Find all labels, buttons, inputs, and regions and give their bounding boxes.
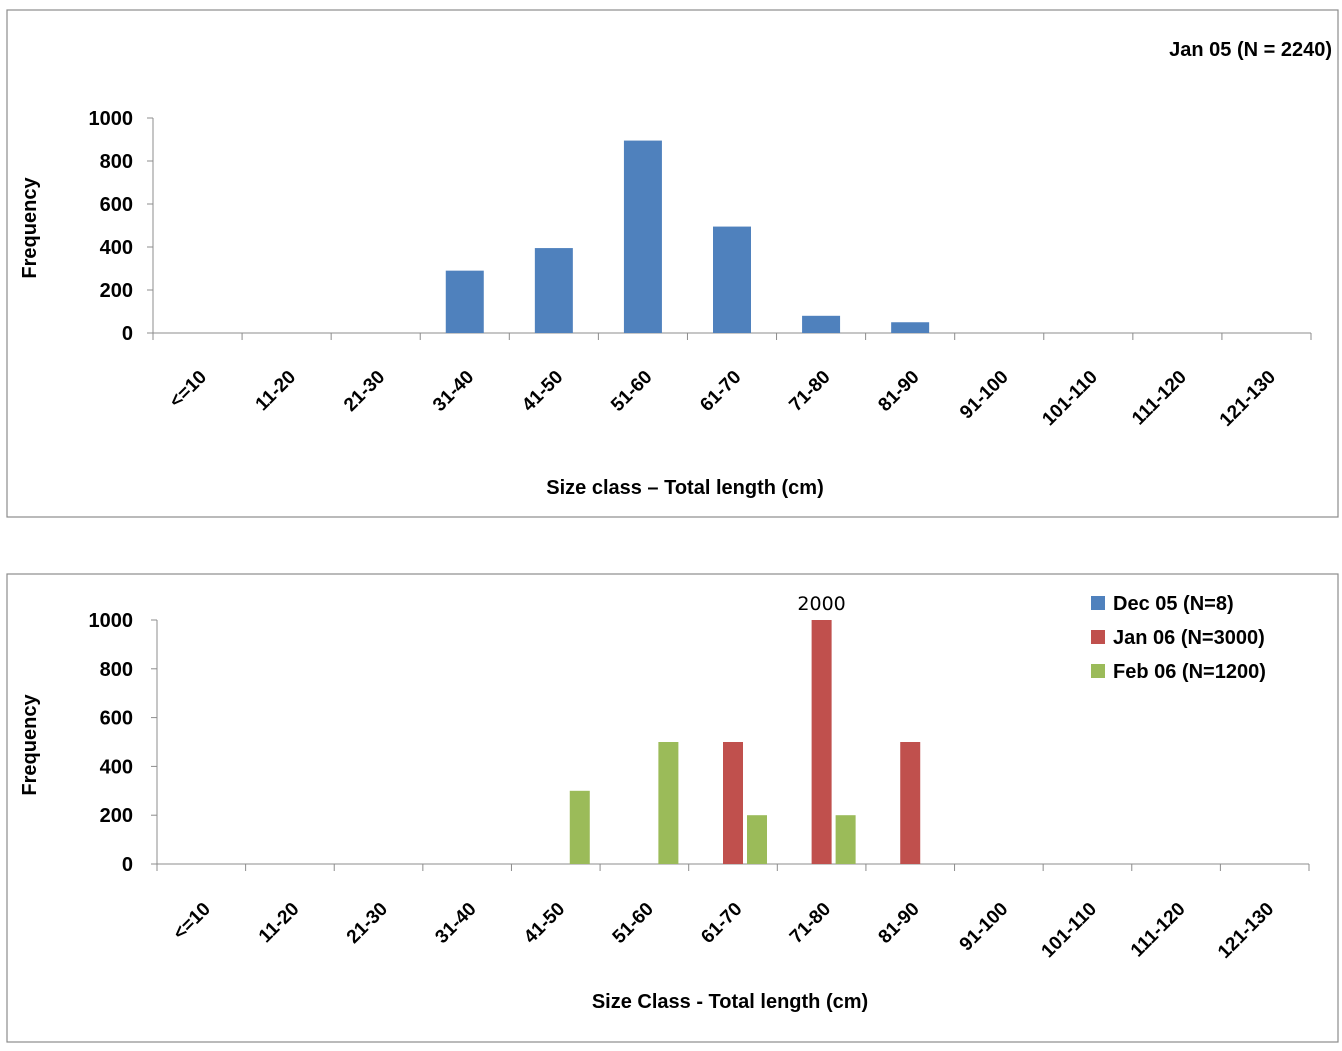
bar-series-31-40 xyxy=(445,270,484,333)
legend: Dec 05 (N=8) Jan 06 (N=3000) Feb 06 (N=120… xyxy=(1091,593,1266,683)
y-axis-label: Frequency xyxy=(19,694,41,796)
y-tick-label: 0 xyxy=(122,854,133,876)
legend-label: Jan 06 (N=3000) xyxy=(1113,627,1265,649)
legend-swatch xyxy=(1091,664,1105,678)
y-tick-label: 200 xyxy=(100,280,133,302)
y-tick-label: 400 xyxy=(100,237,133,259)
x-axis-label: Size Class - Total length (cm) xyxy=(592,991,868,1013)
y-tick-label: 600 xyxy=(100,708,133,730)
bar-series-61-70 xyxy=(713,226,751,333)
y-tick-label: 800 xyxy=(100,151,133,173)
y-tick-label: 800 xyxy=(100,659,133,681)
bar-series-41-50 xyxy=(534,248,573,333)
y-tick-label: 1000 xyxy=(89,108,134,130)
bar-feb-06-51-60 xyxy=(658,742,679,864)
legend-swatch xyxy=(1091,630,1105,644)
legend-label: Feb 06 (N=1200) xyxy=(1113,661,1266,683)
y-tick-label: 200 xyxy=(100,805,133,827)
bar-jan-06-81-90 xyxy=(900,742,921,864)
bar-feb-06-71-80 xyxy=(835,815,856,864)
bar-feb-06-61-70 xyxy=(747,815,767,864)
x-axis-label: Size class – Total length (cm) xyxy=(546,477,823,499)
bar-series-81-90 xyxy=(891,322,930,333)
chart-title: Jan 05 (N = 2240) xyxy=(1169,39,1332,61)
bar-jan-06-61-70 xyxy=(723,742,743,864)
y-tick-label: 1000 xyxy=(89,610,134,632)
data-label: 2000 xyxy=(797,593,845,615)
y-tick-label: 400 xyxy=(100,756,133,778)
chart-frame xyxy=(6,9,1339,518)
y-axis-label: Frequency xyxy=(19,177,41,279)
y-tick-label: 600 xyxy=(100,194,133,216)
legend-label: Dec 05 (N=8) xyxy=(1113,593,1234,615)
bar-jan-06-71-80 xyxy=(811,620,832,864)
y-tick-label: 0 xyxy=(122,323,133,345)
legend-swatch xyxy=(1091,596,1105,610)
bar-feb-06-41-50 xyxy=(569,790,590,864)
bar-series-51-60 xyxy=(623,140,662,333)
bar-series-71-80 xyxy=(802,315,841,333)
